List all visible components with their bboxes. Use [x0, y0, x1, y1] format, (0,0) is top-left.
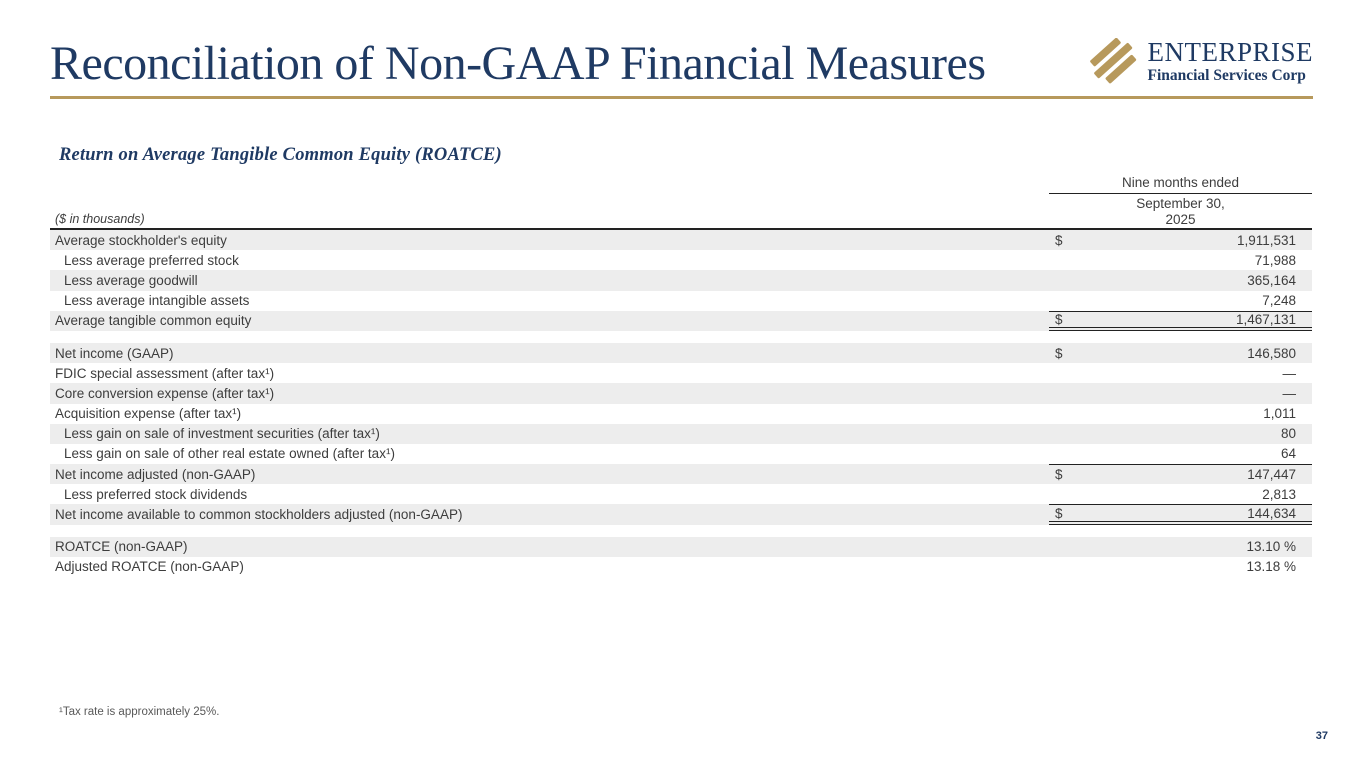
- row-value-cell: $ 146,580: [1049, 343, 1312, 363]
- section-gap: [50, 330, 1312, 343]
- row-value-cell: $ 1,911,531: [1049, 230, 1312, 250]
- row-value-cell: $ 144,634: [1049, 504, 1312, 525]
- row-label: Average tangible common equity: [55, 313, 252, 329]
- footnote: ¹Tax rate is approximately 25%.: [59, 706, 220, 718]
- row-value: 13.10 %: [1246, 539, 1296, 555]
- table-row: ROATCE (non-GAAP) 13.10 %: [50, 536, 1312, 557]
- row-value-cell: 64: [1049, 444, 1312, 464]
- row-dollar-sign: $: [1055, 345, 1063, 361]
- row-value-cell: —: [1049, 383, 1312, 403]
- table-row: Net income available to common stockhold…: [50, 504, 1312, 525]
- row-value: 146,580: [1247, 345, 1296, 361]
- row-label: Net income adjusted (non-GAAP): [55, 466, 256, 482]
- table-row: Net income (GAAP) $ 146,580: [50, 342, 1312, 364]
- slide-header: Reconciliation of Non-GAAP Financial Mea…: [50, 38, 1313, 99]
- period-header: Nine months ended: [1049, 174, 1312, 194]
- table-row: Acquisition expense (after tax¹) 1,011: [50, 404, 1312, 424]
- row-value: 13.18 %: [1246, 559, 1296, 575]
- row-label: Average stockholder's equity: [55, 232, 227, 248]
- row-value-cell: 7,248: [1049, 291, 1312, 311]
- table-row: Less gain on sale of other real estate o…: [50, 444, 1312, 464]
- row-label: Less average intangible assets: [64, 293, 250, 309]
- row-value-cell: 13.18 %: [1049, 557, 1312, 577]
- row-value-cell: 365,164: [1049, 270, 1312, 290]
- row-value: 80: [1280, 426, 1296, 442]
- row-label: Acquisition expense (after tax¹): [55, 406, 242, 422]
- row-value: 1,011: [1263, 406, 1296, 422]
- row-value: —: [1282, 365, 1297, 381]
- row-value: —: [1282, 385, 1297, 401]
- row-label: Adjusted ROATCE (non-GAAP): [55, 559, 244, 575]
- table-row: Core conversion expense (after tax¹) —: [50, 383, 1312, 404]
- table-row: FDIC special assessment (after tax¹) —: [50, 363, 1312, 383]
- row-value-cell: $ 147,447: [1049, 464, 1312, 484]
- row-dollar-sign: $: [1055, 311, 1063, 327]
- row-value-cell: 13.10 %: [1049, 537, 1312, 557]
- period-date-line1: September 30,: [1136, 196, 1225, 211]
- period-date: September 30, 2025: [1049, 196, 1312, 228]
- table-body: Average stockholder's equity $ 1,911,531…: [50, 230, 1312, 577]
- row-label: Less gain on sale of other real estate o…: [64, 446, 395, 462]
- period-date-line2: 2025: [1165, 211, 1196, 227]
- section-heading: Return on Average Tangible Common Equity…: [59, 145, 502, 165]
- row-value: 1,911,531: [1236, 232, 1296, 248]
- logo-company-name: ENTERPRISE: [1147, 36, 1313, 67]
- row-label: Net income (GAAP): [55, 345, 174, 361]
- row-value-cell: $ 1,467,131: [1049, 310, 1312, 331]
- units-label: ($ in thousands): [55, 212, 145, 226]
- row-value: 2,813: [1262, 486, 1296, 502]
- row-value: 64: [1280, 446, 1296, 462]
- row-value-cell: —: [1049, 363, 1312, 383]
- row-dollar-sign: $: [1055, 505, 1063, 521]
- row-label: ROATCE (non-GAAP): [55, 539, 188, 555]
- table-column-header-row: ($ in thousands) September 30, 2025: [50, 194, 1312, 230]
- table-row: Less average intangible assets 7,248: [50, 291, 1312, 311]
- row-label: Core conversion expense (after tax¹): [55, 385, 275, 401]
- section-gap: [50, 524, 1312, 537]
- row-dollar-sign: $: [1055, 467, 1063, 483]
- row-value: 1,467,131: [1235, 311, 1296, 327]
- row-label: Less gain on sale of investment securiti…: [64, 426, 380, 442]
- table-row: Less preferred stock dividends 2,813: [50, 484, 1312, 504]
- roatce-table: Nine months ended ($ in thousands) Septe…: [50, 174, 1312, 577]
- company-logo: ENTERPRISE Financial Services Corp: [1089, 38, 1313, 89]
- row-label: Less preferred stock dividends: [64, 486, 248, 502]
- table-row: Less average goodwill 365,164: [50, 270, 1312, 291]
- table-row: Net income adjusted (non-GAAP) $ 147,447: [50, 464, 1312, 485]
- logo-text: ENTERPRISE Financial Services Corp: [1147, 36, 1313, 84]
- row-label: Net income available to common stockhold…: [55, 507, 463, 523]
- row-value-cell: 80: [1049, 424, 1312, 444]
- table-row: Adjusted ROATCE (non-GAAP) 13.18 %: [50, 557, 1312, 577]
- page-title: Reconciliation of Non-GAAP Financial Mea…: [50, 36, 986, 90]
- row-value-cell: 1,011: [1049, 404, 1312, 424]
- table-row: Average stockholder's equity $ 1,911,531: [50, 230, 1312, 251]
- row-value: 71,988: [1254, 252, 1296, 268]
- row-value: 144,634: [1247, 505, 1296, 521]
- row-label: Less average preferred stock: [64, 252, 239, 268]
- enterprise-logo-icon: [1090, 38, 1137, 84]
- logo-tagline: Financial Services Corp: [1147, 66, 1306, 84]
- row-label: FDIC special assessment (after tax¹): [55, 365, 275, 381]
- row-value: 365,164: [1247, 272, 1296, 288]
- row-value: 7,248: [1262, 293, 1296, 309]
- table-row: Average tangible common equity $ 1,467,1…: [50, 310, 1312, 331]
- table-period-header-row: Nine months ended: [50, 174, 1312, 194]
- table-row: Less gain on sale of investment securiti…: [50, 423, 1312, 444]
- table-row: Less average preferred stock 71,988: [50, 250, 1312, 270]
- row-value: 147,447: [1247, 467, 1296, 483]
- row-value-cell: 71,988: [1049, 250, 1312, 270]
- row-dollar-sign: $: [1055, 232, 1063, 248]
- row-value-cell: 2,813: [1049, 484, 1312, 504]
- page-number: 37: [1315, 730, 1328, 742]
- row-label: Less average goodwill: [64, 272, 198, 288]
